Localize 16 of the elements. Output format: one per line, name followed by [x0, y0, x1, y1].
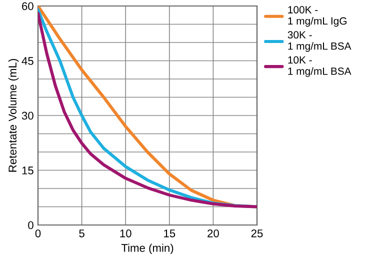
legend-label: 30K - 1 mg/mL BSA — [288, 31, 352, 52]
y-tick-label: 15 — [22, 166, 34, 174]
x-tick-label: 0 — [35, 229, 41, 238]
x-tick-label: 15 — [164, 230, 176, 238]
x-tick-label: 25 — [251, 229, 263, 238]
legend-label: 10K - 1 mg/mL BSA — [288, 56, 352, 77]
y-tick-label: 0 — [28, 221, 34, 230]
legend-label: 100K - 1 mg/mL IgG — [288, 6, 346, 27]
y-tick-label: 60 — [22, 2, 34, 10]
x-tick-label: 5 — [79, 230, 84, 238]
x-axis-title: Time (min) — [121, 244, 174, 254]
x-tick-label: 20 — [208, 229, 219, 238]
y-tick-label: 45 — [22, 57, 34, 65]
y-tick-label: 30 — [22, 112, 34, 120]
y-axis-title: Retentate Volume (mL) — [8, 59, 19, 172]
x-tick-label: 10 — [120, 229, 132, 238]
